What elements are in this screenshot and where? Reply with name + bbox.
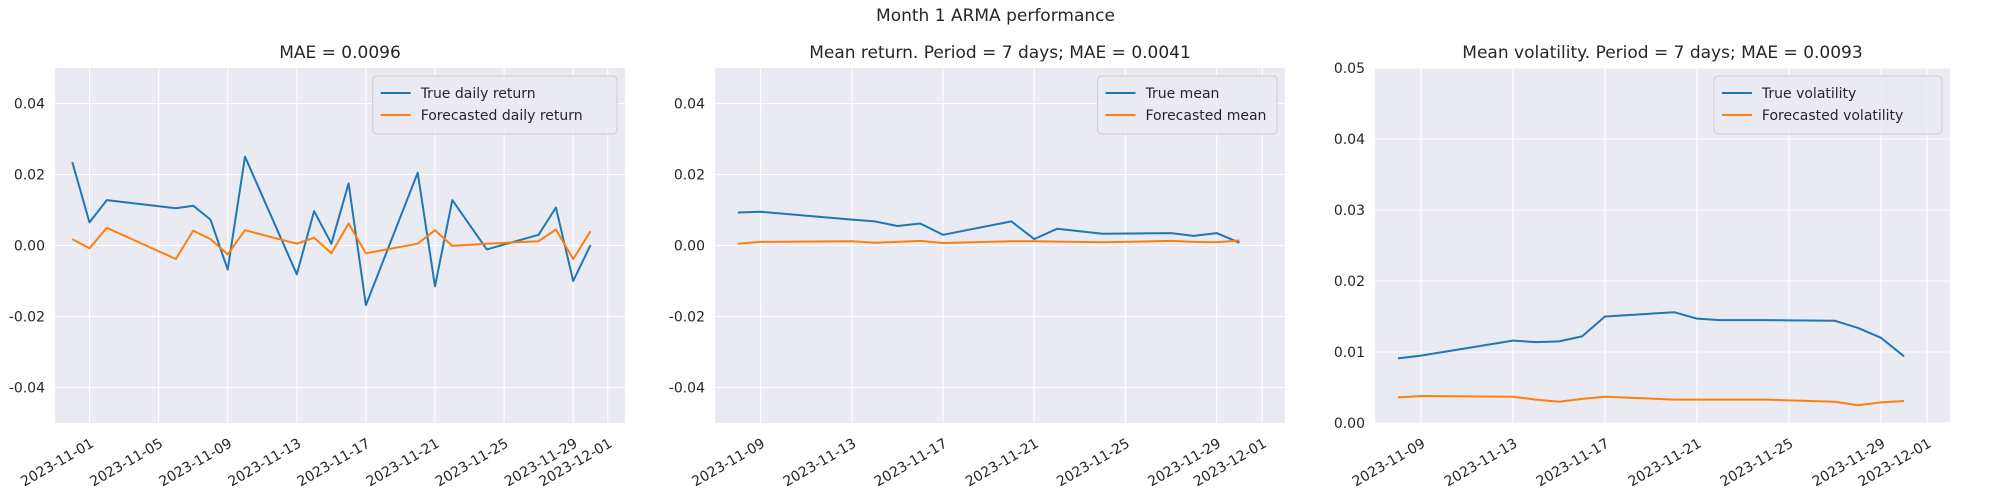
legend: True volatility Forecasted volatility — [1713, 75, 1943, 135]
y-tick-label: 0.01 — [1334, 345, 1365, 361]
legend-frame — [1713, 75, 1943, 135]
series-line — [737, 210, 1240, 244]
y-tick-label: 0.00 — [14, 239, 45, 255]
y-tick-label: 0.04 — [14, 97, 45, 113]
legend-frame — [372, 75, 618, 135]
legend-label: True volatility — [1761, 86, 1856, 102]
legend: True daily return Forecasted daily return — [372, 75, 618, 135]
legend-label: Forecasted daily return — [421, 108, 583, 124]
series-line — [1397, 395, 1905, 407]
y-tick-label: 0.03 — [1334, 203, 1365, 219]
legend-label: True mean — [1145, 86, 1220, 102]
y-tick-label: 0.02 — [14, 168, 45, 184]
x-tick-label: 2023-11-25 — [1718, 436, 1796, 491]
y-tick-label: 0.00 — [674, 239, 705, 255]
legend-label: Forecasted volatility — [1762, 108, 1903, 124]
series-line — [71, 222, 592, 260]
series-group — [737, 210, 1240, 245]
y-tick-label: 0.02 — [674, 168, 705, 184]
x-tick-label: 2023-11-09 — [1350, 436, 1428, 491]
y-tick-label: 0.04 — [674, 97, 705, 113]
legend-label: True daily return — [420, 86, 536, 102]
y-tick-label: -0.04 — [9, 381, 45, 397]
x-tick-label: 2023-11-17 — [1534, 436, 1612, 491]
series-group — [71, 155, 592, 307]
legend-label: Forecasted mean — [1146, 108, 1267, 124]
series-group — [1397, 311, 1905, 407]
figure-suptitle: Month 1 ARMA performance — [876, 6, 1115, 26]
y-tick-label: 0.04 — [1334, 132, 1365, 148]
y-tick-label: -0.02 — [669, 310, 705, 326]
y-tick-label: 0.05 — [1334, 61, 1365, 77]
legend-frame — [1097, 75, 1278, 135]
chart-title: Mean volatility. Period = 7 days; MAE = … — [1462, 43, 1862, 63]
chart-title: Mean return. Period = 7 days; MAE = 0.00… — [809, 43, 1191, 63]
y-tick-label: -0.04 — [669, 381, 705, 397]
y-tick-label: 0.00 — [1334, 416, 1365, 432]
chart-title: MAE = 0.0096 — [279, 43, 401, 63]
legend: True mean Forecasted mean — [1097, 75, 1278, 135]
series-line — [71, 155, 592, 307]
series-line — [737, 239, 1240, 245]
y-tick-label: -0.02 — [9, 310, 45, 326]
x-tick-label: 2023-11-21 — [1626, 436, 1704, 491]
y-tick-label: 0.02 — [1334, 274, 1365, 290]
x-tick-label: 2023-11-13 — [1442, 436, 1520, 491]
series-line — [1397, 311, 1905, 360]
